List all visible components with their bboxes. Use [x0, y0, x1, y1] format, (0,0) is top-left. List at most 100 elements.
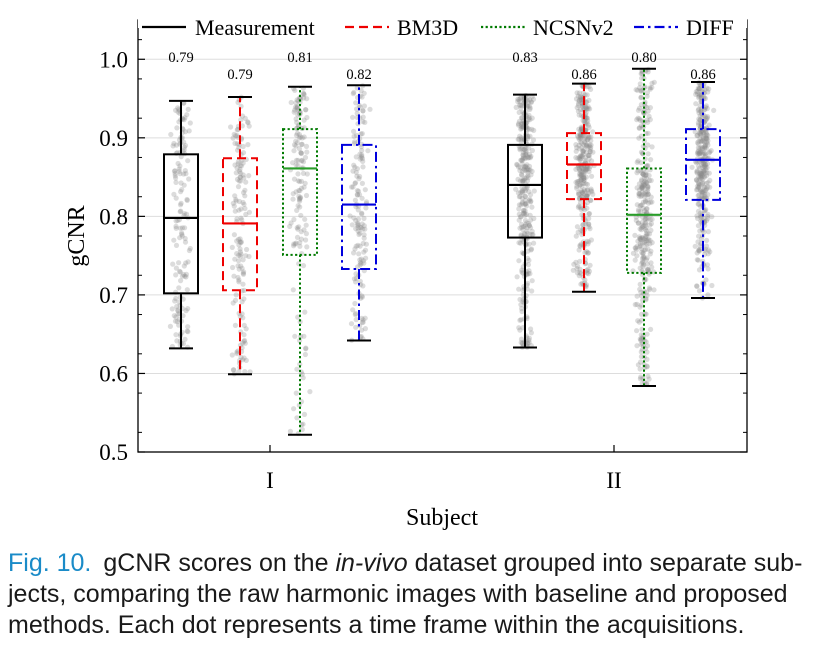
jitter-point [584, 193, 590, 199]
jitter-point [522, 156, 528, 162]
jitter-point [524, 225, 530, 231]
jitter-point [702, 162, 709, 168]
jitter-point [519, 185, 525, 191]
jitter-point [636, 190, 642, 197]
jitter-point [587, 226, 593, 232]
jitter-point [696, 116, 702, 122]
jitter-point [582, 169, 588, 175]
jitter-point [576, 166, 583, 172]
jitter-point [363, 199, 370, 205]
jitter-point [702, 95, 709, 102]
jitter-point [182, 225, 188, 231]
jitter-point [522, 164, 528, 170]
jitter-point [239, 113, 246, 119]
jitter-point [297, 99, 303, 105]
jitter-point [360, 164, 366, 170]
jitter-point [240, 271, 247, 277]
jitter-point [702, 188, 708, 194]
jitter-point [696, 163, 702, 169]
jitter-point [185, 329, 191, 335]
jitter-point [181, 147, 187, 153]
jitter-point [354, 192, 360, 198]
jitter-point [246, 253, 252, 260]
jitter-point [576, 97, 582, 104]
jitter-point [634, 87, 641, 93]
jitter-point [350, 114, 356, 120]
jitter-point [703, 135, 709, 141]
jitter-point [523, 174, 530, 180]
jitter-point [362, 187, 368, 193]
jitter-point [638, 149, 645, 155]
jitter-point [527, 105, 533, 111]
jitter-point [236, 144, 242, 151]
jitter-point [645, 184, 651, 190]
jitter-point [245, 119, 251, 125]
jitter-point [356, 192, 363, 198]
jitter-point [702, 164, 708, 170]
jitter-point [362, 226, 368, 232]
jitter-point [577, 182, 583, 188]
jitter-point [528, 153, 534, 159]
jitter-point [519, 161, 525, 167]
jitter-point [590, 149, 596, 155]
jitter-point [519, 224, 525, 230]
jitter-point [696, 138, 702, 144]
value-label: 0.79 [168, 50, 193, 66]
jitter-point [360, 158, 366, 164]
jitter-point [643, 169, 649, 175]
jitter-point [515, 190, 522, 196]
caption-text-italic: in-vivo [335, 549, 408, 577]
jitter-point [241, 322, 247, 328]
jitter-point [703, 167, 709, 173]
y-tick-label: 1.0 [99, 47, 128, 72]
jitter-point [695, 215, 701, 221]
jitter-point [580, 149, 586, 155]
jitter-point [647, 222, 653, 228]
jitter-point [354, 106, 360, 112]
jitter-point [644, 206, 650, 212]
jitter-point [360, 108, 366, 114]
jitter-point [528, 198, 534, 204]
jitter-point [636, 208, 642, 215]
jitter-point [526, 151, 533, 157]
jitter-point [644, 184, 651, 190]
jitter-point [587, 148, 593, 155]
jitter-point [637, 235, 644, 241]
jitter-point [695, 185, 702, 191]
jitter-point [644, 363, 650, 369]
jitter-point [696, 201, 702, 207]
jitter-point [637, 366, 643, 372]
jitter-point [638, 354, 645, 360]
jitter-point [649, 144, 655, 150]
jitter-point [646, 113, 652, 119]
jitter-point [578, 124, 585, 130]
jitter-point [237, 236, 243, 242]
jitter-point [525, 133, 531, 139]
jitter-point [579, 171, 585, 177]
jitter-point [643, 175, 650, 181]
jitter-point [642, 216, 648, 222]
jitter-point [638, 123, 644, 129]
jitter-point [355, 192, 361, 198]
jitter-point [647, 241, 653, 247]
jitter-point [578, 153, 584, 159]
jitter-point [639, 222, 645, 228]
jitter-point [587, 106, 593, 112]
jitter-point [580, 166, 587, 172]
jitter-point [639, 75, 645, 81]
jitter-point [231, 131, 237, 137]
jitter-point [522, 175, 528, 181]
jitter-point [578, 227, 584, 233]
jitter-point [169, 306, 175, 312]
jitter-point [172, 298, 178, 304]
jitter-point [520, 190, 526, 196]
jitter-point [698, 174, 704, 181]
jitter-point [355, 216, 362, 222]
jitter-point [521, 207, 527, 213]
jitter-point [697, 103, 703, 109]
jitter-point [645, 142, 651, 148]
jitter-point [183, 171, 189, 177]
jitter-point [240, 172, 246, 178]
jitter-point [581, 178, 587, 184]
jitter-point [171, 191, 177, 197]
